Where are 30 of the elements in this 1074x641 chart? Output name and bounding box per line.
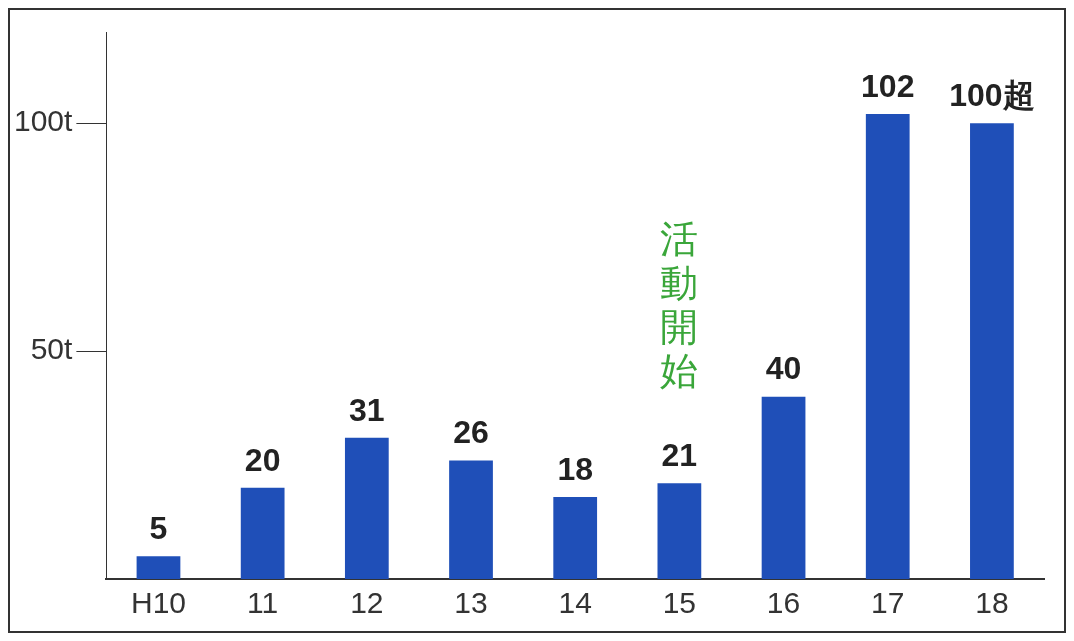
x-tick-label: 16	[766, 586, 801, 620]
bar	[970, 123, 1014, 579]
bar	[344, 437, 389, 579]
x-tick-label: H10	[130, 586, 186, 620]
x-tick-label: 12	[350, 586, 384, 620]
x-tick-label: 15	[662, 586, 697, 620]
data-label: 40	[765, 350, 802, 387]
data-label: 18	[557, 450, 593, 487]
data-label: 31	[349, 391, 385, 428]
data-label: 26	[453, 414, 489, 451]
bar	[240, 487, 285, 579]
bar	[865, 114, 910, 579]
bar	[136, 556, 181, 579]
bar	[449, 460, 493, 579]
x-tick-label: 13	[454, 586, 488, 620]
bar	[761, 396, 806, 579]
bar	[553, 496, 598, 579]
x-tick-label: 14	[558, 586, 592, 620]
data-label: 20	[244, 441, 281, 478]
data-label: 21	[661, 437, 698, 474]
y-tick-label: 100t	[14, 104, 74, 138]
x-tick-label: 18	[975, 586, 1009, 620]
x-tick-label: 17	[871, 586, 905, 620]
bar	[657, 483, 702, 579]
data-label: 100超	[949, 76, 1035, 113]
x-tick-label: 11	[247, 586, 279, 620]
data-label: 5	[149, 510, 168, 547]
y-tick-label: 50t	[30, 332, 74, 366]
annotation: 活動開始	[660, 216, 699, 393]
data-label: 102	[861, 67, 915, 104]
